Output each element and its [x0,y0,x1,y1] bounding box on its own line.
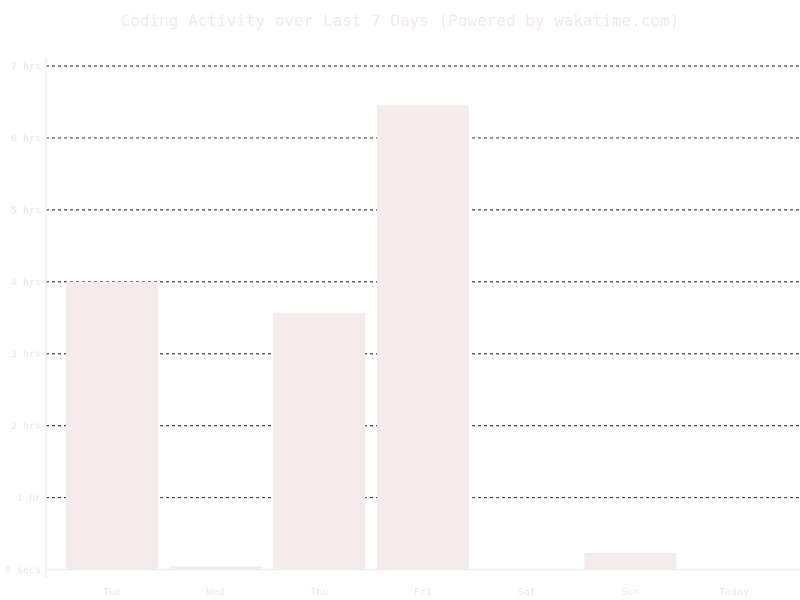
bar-fri [377,105,470,570]
y-tick-label: 5 hrs [11,205,41,216]
x-tick-label: Wed [207,587,225,598]
y-tick-label: 6 hrs [11,133,41,144]
y-tick-label: 2 hrs [11,421,41,432]
chart-title: Coding Activity over Last 7 Days (Powere… [121,11,680,30]
y-tick-label: 1 hr [17,493,41,504]
y-axis-ticks: 0 secs 1 hr 2 hrs 3 hrs 4 hrs 5 hrs 6 hrs 7 hrs [5,62,41,577]
x-tick-label: Today [719,587,749,598]
y-tick-label: 3 hrs [11,349,41,360]
x-tick-label: Tue [103,587,121,598]
y-tick-label: 7 hrs [11,62,41,73]
bar-wed [169,566,262,570]
bar-tue [66,281,158,570]
x-tick-label: Thu [310,587,328,598]
x-tick-label: Fri [414,587,432,598]
y-tick-label: 4 hrs [11,277,41,288]
y-tick-label: 0 secs [5,565,41,576]
x-tick-label: Sat [518,587,536,598]
x-tick-label: Sun [621,587,639,598]
bar-sun [584,552,677,570]
bar-thu [273,312,366,570]
x-axis-ticks: Tue Wed Thu Fri Sat Sun Today [103,587,749,598]
bars [66,105,677,570]
